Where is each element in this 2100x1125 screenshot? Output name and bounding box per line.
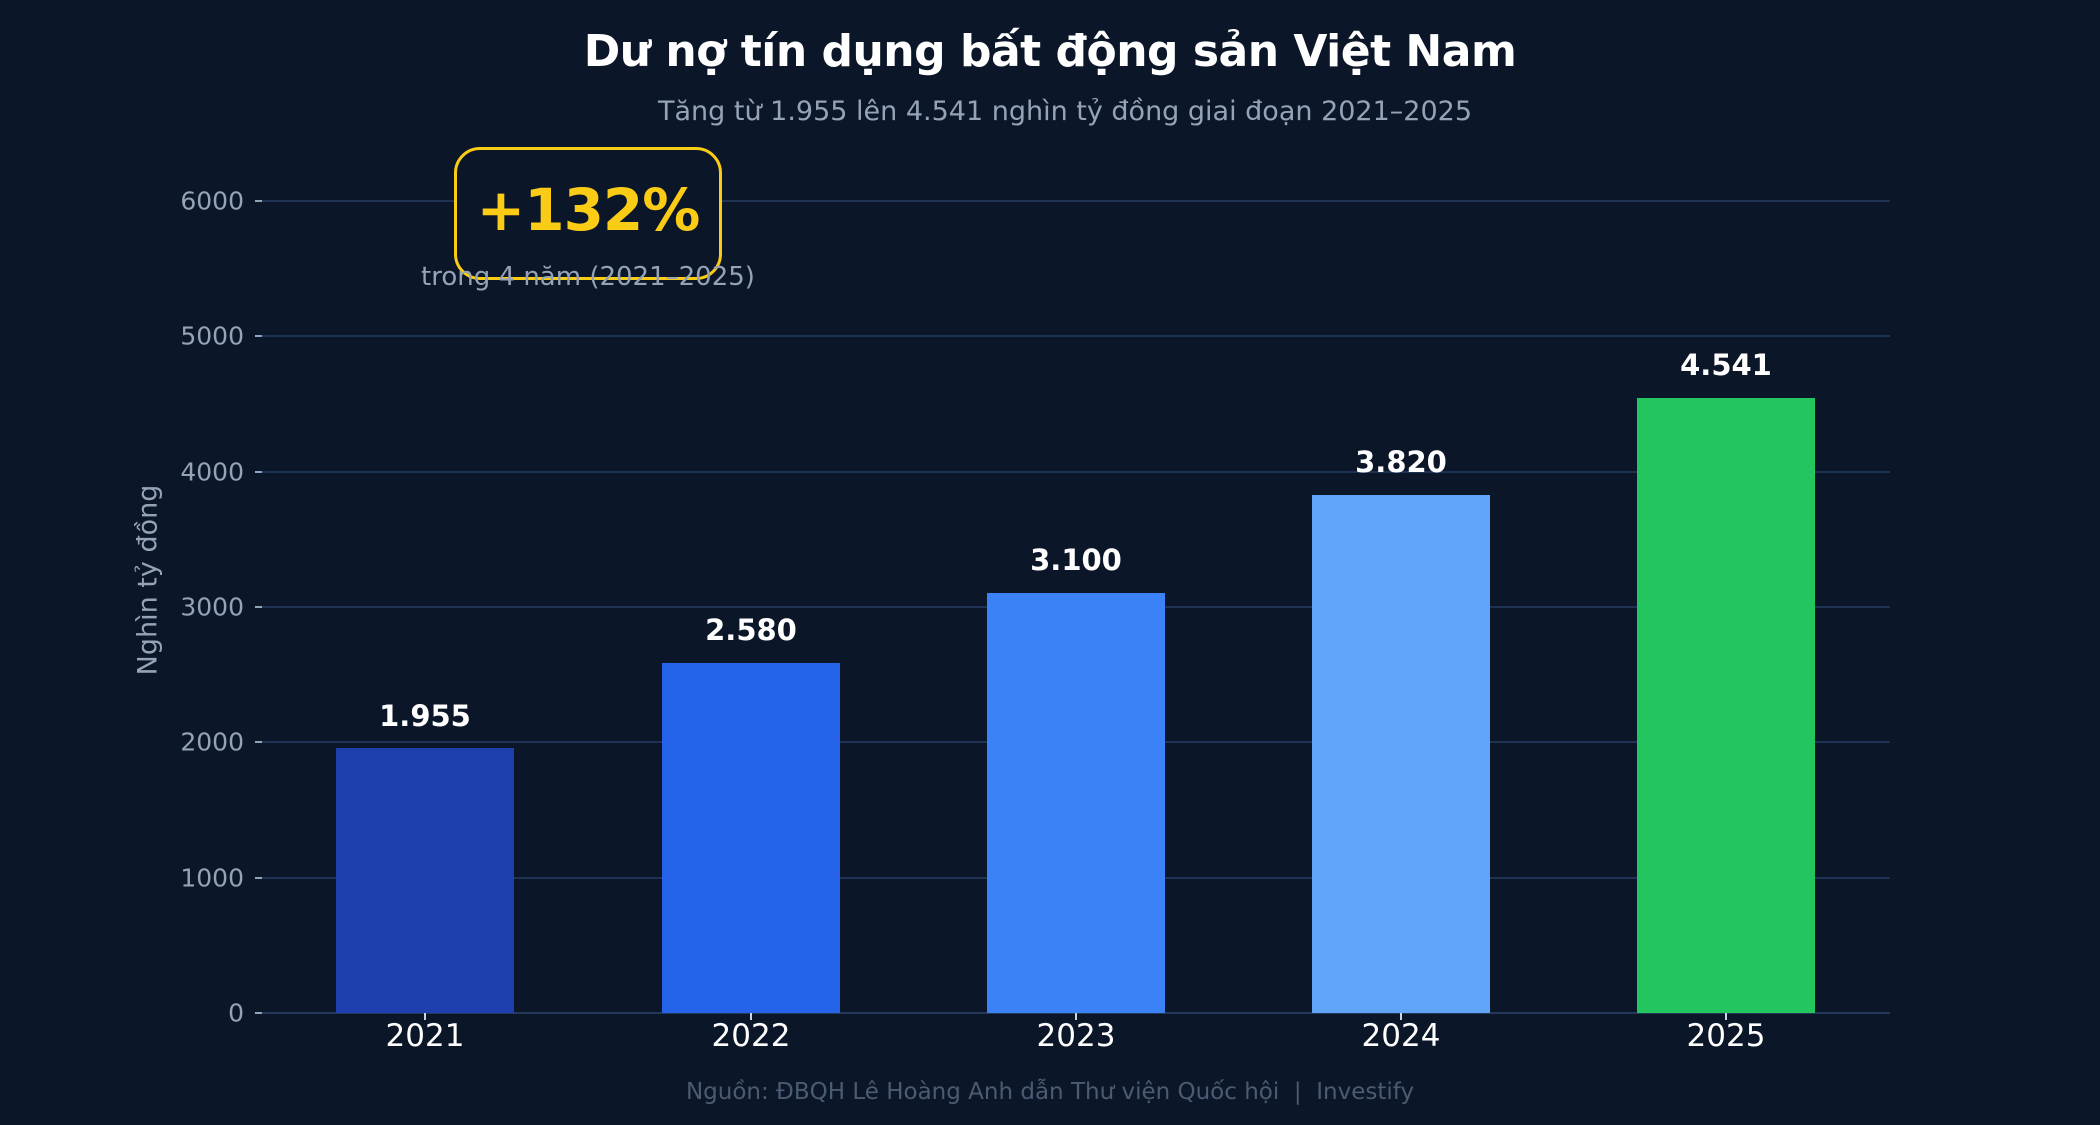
y-tick-label: 5000 bbox=[180, 321, 244, 351]
bar-2024[interactable] bbox=[1312, 495, 1490, 1013]
y-tick-mark bbox=[255, 200, 262, 202]
bar-2022[interactable] bbox=[662, 663, 840, 1013]
y-tick-label: 3000 bbox=[180, 592, 244, 622]
y-tick-mark bbox=[255, 335, 262, 337]
growth-callout-box: +132% bbox=[454, 147, 722, 280]
y-tick-mark bbox=[255, 1012, 262, 1014]
y-axis-label: Nghìn tỷ đồng bbox=[132, 484, 164, 676]
gridline-6000 bbox=[262, 200, 1890, 202]
x-tick-label: 2023 bbox=[1036, 1018, 1116, 1054]
x-tick-mark bbox=[1400, 1013, 1402, 1020]
x-tick-mark bbox=[424, 1013, 426, 1020]
growth-percent: +132% bbox=[476, 176, 701, 244]
x-tick-mark bbox=[750, 1013, 752, 1020]
gridline-4000 bbox=[262, 471, 1890, 473]
bar-value-label: 1.955 bbox=[379, 699, 471, 733]
y-tick-label: 6000 bbox=[180, 186, 244, 216]
y-tick-mark bbox=[255, 877, 262, 879]
source-footer: Nguồn: ĐBQH Lê Hoàng Anh dẫn Thư viện Qu… bbox=[685, 1079, 1415, 1105]
bar-value-label: 3.100 bbox=[1030, 543, 1122, 577]
plot-area: 6000 5000 4000 3000 2000 1000 0 1.955 2.… bbox=[180, 187, 1890, 1028]
y-tick-label: 2000 bbox=[180, 727, 244, 757]
chart-title: Dư nợ tín dụng bất động sản Việt Nam bbox=[583, 26, 1517, 77]
gridline-5000 bbox=[262, 335, 1890, 337]
growth-period-note: trong 4 năm (2021–2025) bbox=[421, 262, 755, 292]
y-tick-label: 0 bbox=[228, 998, 244, 1028]
bar-value-label: 3.820 bbox=[1355, 445, 1447, 479]
y-tick-label: 1000 bbox=[180, 863, 244, 893]
y-tick-label: 4000 bbox=[180, 457, 244, 487]
chart-subtitle: Tăng từ 1.955 lên 4.541 nghìn tỷ đồng gi… bbox=[657, 96, 1472, 127]
y-tick-mark bbox=[255, 741, 262, 743]
x-tick-label: 2024 bbox=[1361, 1018, 1441, 1054]
x-tick-mark bbox=[1725, 1013, 1727, 1020]
y-tick-mark bbox=[255, 606, 262, 608]
bar-value-label: 4.541 bbox=[1680, 348, 1772, 382]
bar-2023[interactable] bbox=[987, 593, 1165, 1013]
x-tick-label: 2022 bbox=[711, 1018, 791, 1054]
x-tick-label: 2025 bbox=[1686, 1018, 1766, 1054]
bar-2021[interactable] bbox=[336, 748, 514, 1013]
y-tick-mark bbox=[255, 471, 262, 473]
x-tick-label: 2021 bbox=[385, 1018, 465, 1054]
bar-value-label: 2.580 bbox=[705, 613, 797, 647]
x-tick-mark bbox=[1075, 1013, 1077, 1020]
bar-2025[interactable] bbox=[1637, 398, 1815, 1013]
